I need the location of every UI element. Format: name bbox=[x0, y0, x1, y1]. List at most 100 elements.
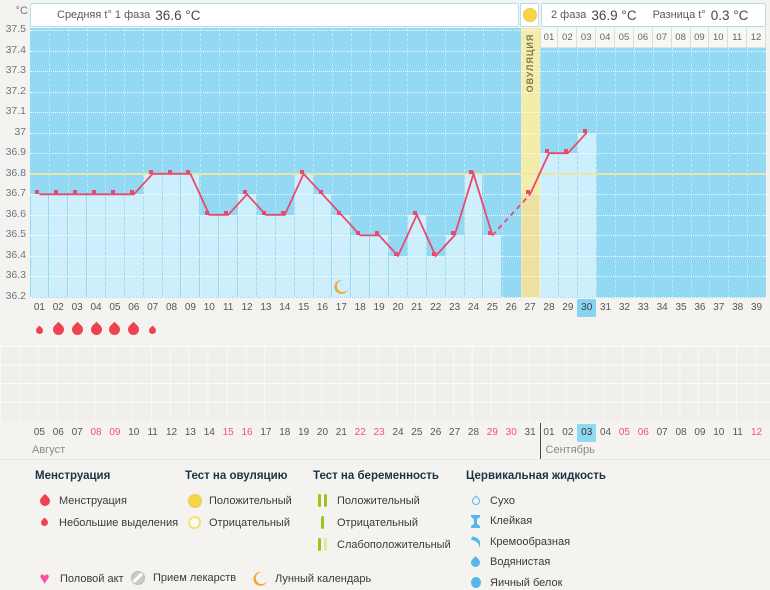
temp-point[interactable] bbox=[224, 210, 229, 215]
temp-point[interactable] bbox=[92, 190, 97, 195]
cycle-day-cell[interactable]: 18 bbox=[354, 302, 366, 313]
date-cell[interactable]: 26 bbox=[430, 427, 442, 438]
temp-column[interactable] bbox=[351, 235, 370, 297]
cycle-day-cell[interactable]: 17 bbox=[335, 302, 347, 313]
cycle-day-cell[interactable]: 39 bbox=[750, 302, 763, 313]
date-cell[interactable]: 11 bbox=[732, 427, 743, 438]
date-cell[interactable]: 23 bbox=[373, 427, 385, 438]
temp-point[interactable] bbox=[280, 210, 285, 215]
temp-column[interactable] bbox=[313, 194, 332, 297]
date-cell[interactable]: 14 bbox=[203, 427, 215, 438]
date-cell[interactable]: 25 bbox=[411, 427, 423, 438]
cycle-day-cell[interactable]: 19 bbox=[373, 302, 385, 313]
date-cell[interactable]: 07 bbox=[656, 427, 668, 438]
date-cell[interactable]: 05 bbox=[618, 427, 630, 438]
date-cell[interactable]: 30 bbox=[505, 427, 517, 438]
cycle-day-cell[interactable]: 24 bbox=[467, 302, 480, 313]
date-cell[interactable]: 01 bbox=[543, 427, 555, 438]
date-cell[interactable]: 10 bbox=[713, 427, 725, 438]
temp-column[interactable] bbox=[105, 194, 124, 297]
cycle-day-cell[interactable]: 08 bbox=[165, 302, 178, 313]
cycle-day-cell[interactable]: 12 bbox=[241, 302, 253, 313]
date-cell[interactable]: 06 bbox=[637, 427, 649, 438]
temp-point[interactable] bbox=[243, 190, 248, 195]
temp-point[interactable] bbox=[167, 169, 172, 174]
temp-column[interactable] bbox=[521, 194, 540, 297]
cycle-day-cell[interactable]: 32 bbox=[618, 302, 630, 313]
cycle-day-cell[interactable]: 03 bbox=[71, 302, 83, 313]
temp-column[interactable] bbox=[49, 194, 68, 297]
cycle-day-cell[interactable]: 02 bbox=[52, 302, 64, 313]
temp-column[interactable] bbox=[87, 194, 105, 297]
temp-point[interactable] bbox=[73, 190, 78, 195]
cycle-day-cell[interactable]: 11 bbox=[222, 302, 234, 313]
date-cell[interactable]: 03 bbox=[577, 424, 597, 442]
cycle-day-cell[interactable]: 14 bbox=[279, 302, 291, 313]
temp-column[interactable] bbox=[68, 194, 87, 297]
cycle-day-cell[interactable]: 27 bbox=[524, 302, 536, 313]
date-cell[interactable]: 21 bbox=[335, 427, 347, 438]
date-cell[interactable]: 15 bbox=[222, 427, 234, 438]
temp-point[interactable] bbox=[186, 169, 191, 174]
temp-point[interactable] bbox=[205, 210, 210, 215]
temp-point[interactable] bbox=[394, 251, 398, 256]
cycle-day-cell[interactable]: 38 bbox=[732, 302, 744, 313]
cycle-day-cell[interactable]: 35 bbox=[675, 302, 687, 313]
cycle-day-cell[interactable]: 20 bbox=[392, 302, 404, 313]
date-cell[interactable]: 18 bbox=[279, 427, 291, 438]
cycle-day-cell[interactable]: 30 bbox=[577, 299, 597, 317]
date-cell[interactable]: 20 bbox=[316, 427, 329, 438]
cycle-day-cell[interactable]: 36 bbox=[694, 302, 706, 313]
date-cell[interactable]: 12 bbox=[750, 427, 763, 438]
date-cell[interactable]: 07 bbox=[71, 427, 83, 438]
temp-point[interactable] bbox=[450, 231, 455, 236]
temp-point[interactable] bbox=[129, 190, 134, 195]
date-cell[interactable]: 08 bbox=[90, 427, 102, 438]
cycle-day-cell[interactable]: 22 bbox=[430, 302, 442, 313]
temp-point[interactable] bbox=[412, 210, 417, 215]
date-cell[interactable]: 09 bbox=[694, 427, 706, 438]
cycle-day-cell[interactable]: 09 bbox=[184, 302, 196, 313]
cycle-day-cell[interactable]: 34 bbox=[656, 302, 668, 313]
temp-point[interactable] bbox=[544, 149, 549, 154]
temp-point[interactable] bbox=[431, 251, 436, 256]
cycle-day-cell[interactable]: 16 bbox=[316, 302, 329, 313]
cycle-day-cell[interactable]: 26 bbox=[505, 302, 517, 313]
cycle-day-cell[interactable]: 21 bbox=[411, 302, 423, 313]
temp-column[interactable] bbox=[540, 153, 558, 297]
temp-point[interactable] bbox=[356, 231, 361, 236]
cycle-day-cell[interactable]: 05 bbox=[109, 302, 121, 313]
cycle-day-cell[interactable]: 29 bbox=[562, 302, 574, 313]
temp-column[interactable] bbox=[238, 194, 256, 297]
date-cell[interactable]: 27 bbox=[449, 427, 461, 438]
temp-point[interactable] bbox=[35, 190, 40, 195]
temp-point[interactable] bbox=[375, 231, 380, 236]
temp-point[interactable] bbox=[337, 210, 342, 215]
cycle-day-cell[interactable]: 37 bbox=[713, 302, 725, 313]
date-cell[interactable]: 05 bbox=[33, 427, 45, 438]
temp-point[interactable] bbox=[469, 169, 474, 174]
cycle-day-cell[interactable]: 15 bbox=[298, 302, 310, 313]
cycle-day-cell[interactable]: 25 bbox=[486, 302, 498, 313]
temp-point[interactable] bbox=[526, 190, 531, 195]
date-cell[interactable]: 24 bbox=[392, 427, 404, 438]
cycle-day-cell[interactable]: 23 bbox=[449, 302, 461, 313]
temp-point[interactable] bbox=[299, 169, 304, 174]
temp-point[interactable] bbox=[563, 149, 568, 154]
temp-point[interactable] bbox=[488, 231, 493, 236]
cycle-day-cell[interactable]: 04 bbox=[90, 302, 102, 313]
cycle-day-cell[interactable]: 07 bbox=[147, 302, 159, 313]
date-cell[interactable]: 08 bbox=[675, 427, 687, 438]
cycle-day-cell[interactable]: 10 bbox=[203, 302, 215, 313]
date-cell[interactable]: 09 bbox=[109, 427, 121, 438]
temp-point[interactable] bbox=[582, 128, 587, 133]
cycle-day-cell[interactable]: 28 bbox=[543, 302, 555, 313]
date-cell[interactable]: 16 bbox=[241, 427, 253, 438]
date-cell[interactable]: 31 bbox=[524, 427, 536, 438]
temp-column[interactable] bbox=[370, 235, 389, 297]
date-cell[interactable]: 02 bbox=[562, 427, 574, 438]
date-cell[interactable]: 04 bbox=[600, 427, 612, 438]
cycle-day-cell[interactable]: 13 bbox=[260, 302, 272, 313]
date-cell[interactable]: 17 bbox=[260, 427, 272, 438]
date-cell[interactable]: 28 bbox=[467, 427, 480, 438]
